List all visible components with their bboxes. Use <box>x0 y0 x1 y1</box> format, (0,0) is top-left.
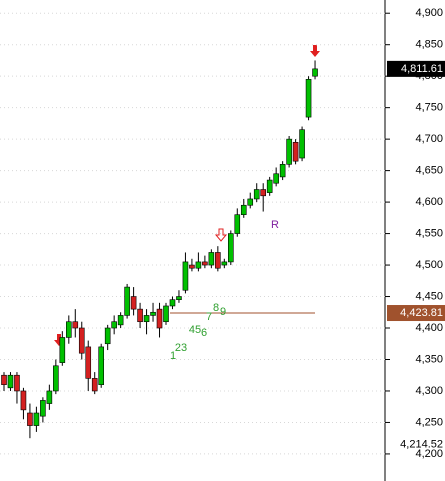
y-tick-label: 4,900 <box>415 7 443 19</box>
candle-body <box>202 261 208 266</box>
down-arrow-hollow <box>214 228 228 242</box>
candle-body <box>85 346 92 379</box>
price-label-box <box>387 305 445 322</box>
candle-body <box>130 296 137 310</box>
candle-body <box>1 374 7 385</box>
y-tick-label: 4,500 <box>415 259 443 271</box>
down-arrow <box>310 45 320 57</box>
price-label: 4,811.61 <box>401 63 443 75</box>
candle-body <box>182 261 189 291</box>
candle-body <box>292 141 299 162</box>
candle-body <box>266 179 273 193</box>
y-tick-label: 4,700 <box>415 133 443 145</box>
candle-body <box>143 315 150 323</box>
candle-body <box>124 286 130 316</box>
y-tick-label: 4,450 <box>415 290 443 302</box>
candle-body <box>163 305 169 323</box>
candle-body <box>221 261 228 266</box>
candle-body <box>260 189 267 197</box>
candle-body <box>312 68 318 77</box>
annotation: 45 <box>189 324 201 336</box>
candle-body <box>169 299 176 307</box>
candle-body <box>20 390 27 411</box>
price-label-box <box>387 60 445 77</box>
annotation: 8 <box>213 302 219 314</box>
candle-body <box>253 189 260 200</box>
annotation: 7 <box>206 311 212 323</box>
y-tick-label: 4,200 <box>415 448 443 460</box>
candle-body <box>111 321 117 329</box>
annotation: 9 <box>220 306 226 318</box>
candle-body <box>72 321 79 329</box>
y-tick-label: 4,550 <box>415 227 443 239</box>
y-tick-label: 4,350 <box>415 353 443 365</box>
low-label: 4,214.52 <box>400 439 443 451</box>
candle-body <box>98 346 104 385</box>
candle-body <box>53 365 59 392</box>
candle-body <box>299 129 305 159</box>
candle-body <box>286 138 292 165</box>
candle-body <box>234 214 241 234</box>
candle-body <box>189 264 195 269</box>
candle-body <box>46 390 53 404</box>
price-label: 4,423.81 <box>400 307 443 319</box>
annotation: 1 <box>170 350 176 362</box>
candle-body <box>78 327 85 354</box>
annotation: R <box>271 219 279 231</box>
candle-body <box>279 164 286 178</box>
candle-body <box>215 252 221 269</box>
candle-body <box>156 308 163 329</box>
candle-body <box>273 173 279 184</box>
y-tick-label: 4,650 <box>415 165 443 177</box>
y-tick-label: 4,400 <box>415 322 443 334</box>
candle-body <box>40 400 46 417</box>
y-tick-label: 4,850 <box>415 39 443 51</box>
annotation: 6 <box>201 327 207 339</box>
y-tick-label: 4,300 <box>415 385 443 397</box>
candle-body <box>7 374 14 389</box>
candle-body <box>33 412 40 426</box>
annotation: 23 <box>175 342 187 354</box>
candle-body <box>91 378 98 392</box>
candle-body <box>195 261 202 269</box>
candle-body <box>117 315 124 326</box>
candle-body <box>150 311 156 316</box>
candle-body <box>66 321 72 338</box>
candle-body <box>240 204 247 215</box>
y-tick-label: 4,600 <box>415 196 443 208</box>
candle-body <box>208 252 215 266</box>
y-tick-label: 4,250 <box>415 416 443 428</box>
candle-body <box>27 412 33 426</box>
candle-body <box>305 79 312 118</box>
candle-body <box>247 198 254 206</box>
candle-body <box>176 296 182 300</box>
candle-body <box>14 374 20 392</box>
candle-body <box>137 308 143 323</box>
candle-body <box>59 337 66 363</box>
signal-arrows <box>54 45 320 346</box>
y-tick-label: 4,750 <box>415 102 443 114</box>
candle-body <box>228 233 234 263</box>
candle-body <box>104 327 111 345</box>
